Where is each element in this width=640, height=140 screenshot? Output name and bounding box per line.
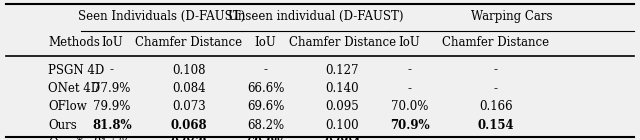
Text: Ours: Ours xyxy=(48,119,77,132)
Text: 0.068: 0.068 xyxy=(170,119,207,132)
Text: 0.154: 0.154 xyxy=(477,119,515,132)
Text: IoU: IoU xyxy=(101,36,123,48)
Text: 0.166: 0.166 xyxy=(479,100,513,113)
Text: IoU: IoU xyxy=(399,36,420,48)
Text: Chamfer Distance: Chamfer Distance xyxy=(442,36,550,48)
Text: 79.9%: 79.9% xyxy=(93,100,131,113)
Text: -: - xyxy=(408,64,412,76)
Text: -: - xyxy=(110,64,114,76)
Text: 77.9%: 77.9% xyxy=(93,82,131,95)
Text: 0.095: 0.095 xyxy=(326,100,359,113)
Text: -: - xyxy=(264,64,268,76)
Text: IoU: IoU xyxy=(255,36,276,48)
Text: 68.2%: 68.2% xyxy=(247,119,284,132)
Text: 0.068: 0.068 xyxy=(170,137,207,140)
Text: 66.6%: 66.6% xyxy=(247,82,284,95)
Text: Methods: Methods xyxy=(48,36,100,48)
Text: -: - xyxy=(408,82,412,95)
Text: Warping Cars: Warping Cars xyxy=(471,10,553,23)
Text: Chamfer Distance: Chamfer Distance xyxy=(135,36,243,48)
Text: -: - xyxy=(494,137,498,140)
Text: -: - xyxy=(408,137,412,140)
Text: 0.108: 0.108 xyxy=(172,64,205,76)
Text: Chamfer Distance: Chamfer Distance xyxy=(289,36,396,48)
Text: 81.8%: 81.8% xyxy=(92,119,132,132)
Text: Unseen individual (D-FAUST): Unseen individual (D-FAUST) xyxy=(228,10,404,23)
Text: OFlow: OFlow xyxy=(48,100,87,113)
Text: -: - xyxy=(494,82,498,95)
Text: PSGN 4D: PSGN 4D xyxy=(48,64,104,76)
Text: 69.9%: 69.9% xyxy=(246,137,285,140)
Text: 0.094: 0.094 xyxy=(324,137,361,140)
Text: ONet 4D: ONet 4D xyxy=(48,82,100,95)
Text: 0.084: 0.084 xyxy=(172,82,205,95)
Text: 70.0%: 70.0% xyxy=(391,100,428,113)
Text: 0.140: 0.140 xyxy=(326,82,359,95)
Text: 0.073: 0.073 xyxy=(172,100,205,113)
Text: Seen Individuals (D-FAUST): Seen Individuals (D-FAUST) xyxy=(78,10,246,23)
Text: Ours*: Ours* xyxy=(48,137,83,140)
Text: 69.6%: 69.6% xyxy=(247,100,284,113)
Text: -: - xyxy=(494,64,498,76)
Text: 70.9%: 70.9% xyxy=(390,119,429,132)
Text: 81.5%: 81.5% xyxy=(93,137,131,140)
Text: 0.127: 0.127 xyxy=(326,64,359,76)
Text: 0.100: 0.100 xyxy=(326,119,359,132)
